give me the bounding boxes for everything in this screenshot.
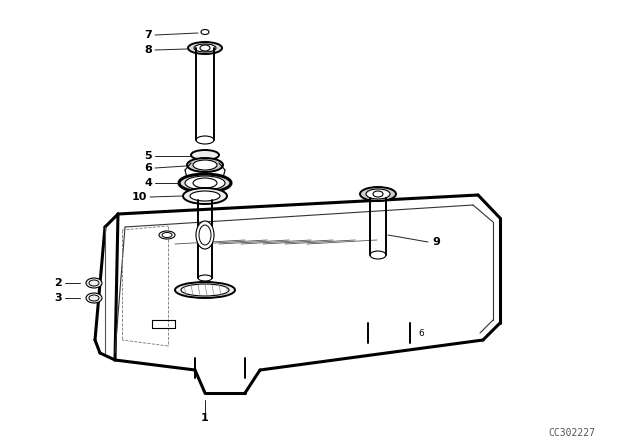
Text: 3: 3 — [54, 293, 62, 303]
Ellipse shape — [360, 187, 396, 201]
Ellipse shape — [190, 191, 220, 201]
Ellipse shape — [188, 42, 222, 54]
Text: 2: 2 — [54, 278, 62, 288]
Ellipse shape — [194, 44, 216, 52]
Text: CC302227: CC302227 — [548, 428, 595, 438]
Ellipse shape — [86, 278, 102, 288]
Ellipse shape — [196, 221, 214, 249]
Text: 7: 7 — [144, 30, 152, 40]
Ellipse shape — [181, 284, 229, 296]
Ellipse shape — [191, 150, 219, 160]
Ellipse shape — [187, 158, 223, 172]
Text: 5: 5 — [145, 151, 152, 161]
Ellipse shape — [86, 293, 102, 303]
Text: 6: 6 — [418, 329, 424, 338]
Text: 10: 10 — [132, 192, 147, 202]
Ellipse shape — [175, 282, 235, 298]
Text: 4: 4 — [144, 178, 152, 188]
Text: 6: 6 — [144, 163, 152, 173]
Ellipse shape — [366, 189, 390, 199]
Ellipse shape — [183, 188, 227, 204]
Text: 8: 8 — [144, 45, 152, 55]
Text: 1: 1 — [201, 413, 209, 423]
Ellipse shape — [193, 160, 217, 170]
Ellipse shape — [159, 231, 175, 239]
Ellipse shape — [185, 176, 225, 190]
Ellipse shape — [179, 174, 231, 192]
Text: 9: 9 — [432, 237, 440, 247]
